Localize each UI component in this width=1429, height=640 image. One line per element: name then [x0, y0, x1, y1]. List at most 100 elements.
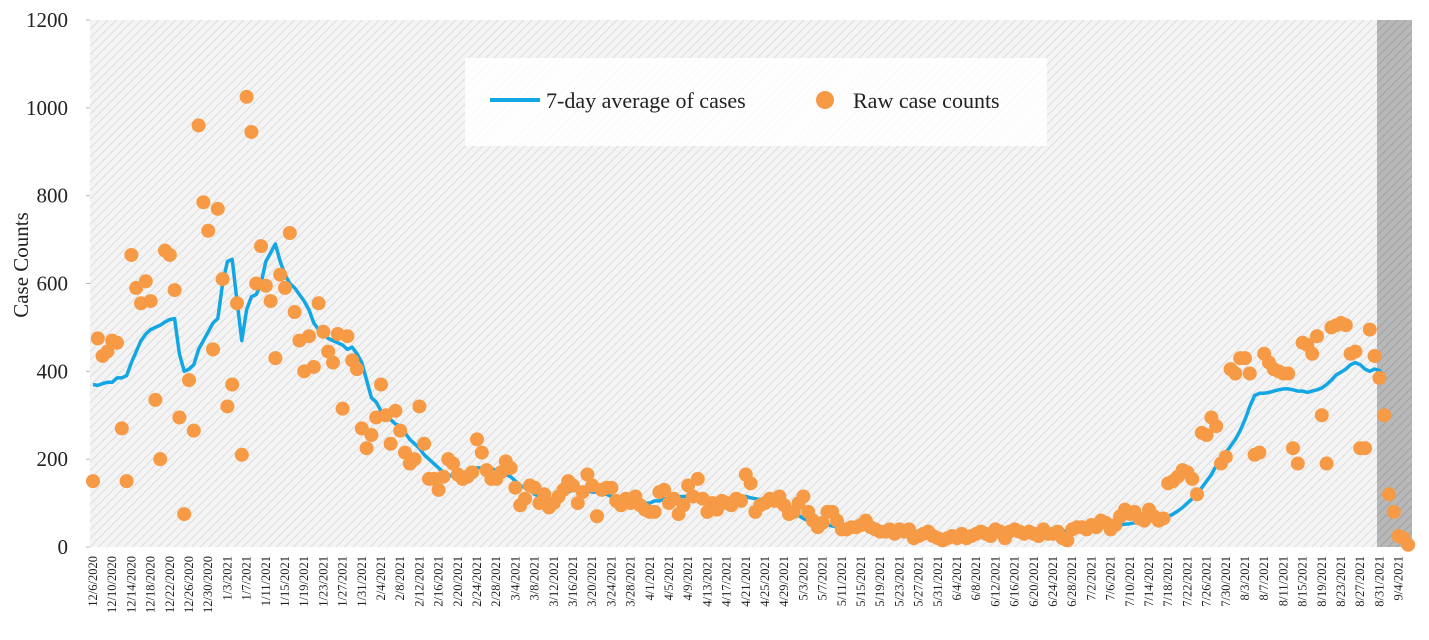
x-tick-label: 1/3/2021 — [220, 556, 234, 600]
raw-point — [148, 392, 163, 407]
x-tick-label: 5/31/2021 — [931, 556, 945, 607]
x-tick-label: 8/11/2021 — [1276, 556, 1290, 606]
raw-point — [119, 474, 134, 489]
raw-point — [287, 305, 302, 320]
raw-point — [1362, 322, 1377, 337]
raw-point — [1338, 318, 1353, 333]
raw-point — [1290, 456, 1305, 471]
raw-point — [465, 465, 480, 480]
x-tick-label: 6/20/2021 — [1027, 556, 1041, 607]
raw-point — [225, 377, 240, 392]
x-tick-label: 7/6/2021 — [1104, 556, 1118, 600]
raw-point — [470, 432, 484, 447]
x-tick-label: 3/8/2021 — [528, 556, 542, 600]
x-tick-label: 7/2/2021 — [1084, 556, 1098, 600]
raw-point — [796, 489, 811, 504]
raw-point — [268, 351, 283, 366]
x-tick-label: 5/3/2021 — [796, 556, 810, 600]
raw-point — [234, 447, 249, 462]
raw-point — [503, 460, 518, 475]
raw-point — [537, 487, 552, 502]
x-tick-label: 6/12/2021 — [988, 556, 1002, 607]
raw-point — [162, 247, 177, 262]
raw-point — [657, 482, 672, 497]
raw-point — [1377, 408, 1392, 423]
x-tick-label: 12/10/2020 — [105, 556, 119, 613]
x-tick-label: 2/24/2021 — [470, 556, 484, 607]
raw-point — [676, 498, 691, 513]
raw-point — [350, 362, 364, 377]
raw-point — [383, 436, 398, 451]
x-tick-label: 6/24/2021 — [1046, 556, 1060, 607]
x-tick-label: 1/11/2021 — [259, 556, 273, 606]
raw-point — [1401, 537, 1416, 552]
raw-point — [570, 496, 585, 511]
raw-point — [1314, 408, 1329, 423]
x-tick-label: 7/10/2021 — [1123, 556, 1137, 607]
x-tick-label: 5/7/2021 — [816, 556, 830, 600]
x-tick-label: 1/31/2021 — [355, 556, 369, 607]
x-tick-label: 4/5/2021 — [662, 556, 676, 600]
x-tick-label: 1/7/2021 — [240, 556, 254, 600]
raw-point — [1310, 329, 1324, 344]
raw-point — [90, 331, 105, 346]
x-tick-label: 3/24/2021 — [604, 556, 618, 607]
x-tick-label: 5/11/2021 — [835, 556, 849, 606]
x-tick-label: 6/4/2021 — [950, 556, 964, 600]
raw-point — [407, 452, 422, 467]
raw-point — [196, 195, 211, 210]
y-tick-label: 800 — [37, 184, 69, 208]
x-tick-label: 2/12/2021 — [412, 556, 426, 607]
raw-point — [1242, 366, 1257, 381]
x-tick-label: 12/26/2020 — [182, 556, 196, 613]
x-tick-label: 6/8/2021 — [969, 556, 983, 600]
x-tick-label: 5/27/2021 — [912, 556, 926, 607]
x-tick-label: 6/28/2021 — [1065, 556, 1079, 607]
raw-point — [734, 493, 748, 508]
x-tick-label: 12/6/2020 — [86, 556, 100, 607]
x-tick-label: 4/13/2021 — [700, 556, 714, 607]
raw-point — [153, 452, 168, 467]
raw-point — [431, 482, 446, 497]
x-tick-label: 4/21/2021 — [739, 556, 753, 607]
raw-point — [244, 124, 259, 139]
raw-point — [1358, 441, 1372, 456]
raw-point — [316, 324, 331, 339]
x-tick-label: 1/15/2021 — [278, 556, 292, 607]
raw-point — [374, 377, 388, 392]
x-tick-label: 8/27/2021 — [1353, 556, 1367, 607]
raw-point — [258, 278, 273, 293]
x-tick-label: 2/16/2021 — [432, 556, 446, 607]
raw-point — [124, 247, 139, 262]
x-tick-label: 7/14/2021 — [1142, 556, 1156, 607]
raw-point — [182, 373, 196, 388]
raw-point — [311, 296, 326, 311]
x-tick-label: 8/7/2021 — [1257, 556, 1271, 600]
raw-point — [393, 423, 408, 438]
raw-point — [590, 509, 604, 524]
raw-point — [254, 239, 268, 254]
raw-point — [364, 428, 379, 443]
x-tick-label: 7/22/2021 — [1180, 556, 1194, 607]
x-tick-label: 8/19/2021 — [1315, 556, 1329, 607]
x-tick-label: 1/27/2021 — [336, 556, 350, 607]
raw-point — [220, 399, 235, 414]
raw-point — [302, 329, 316, 344]
x-tick-label: 8/15/2021 — [1296, 556, 1310, 607]
raw-point — [436, 469, 451, 484]
raw-point — [215, 272, 230, 287]
x-tick-label: 7/18/2021 — [1161, 556, 1175, 607]
x-tick-label: 5/19/2021 — [873, 556, 887, 607]
raw-point — [1199, 428, 1214, 443]
raw-point — [114, 421, 129, 436]
raw-point — [1218, 449, 1233, 464]
y-tick-label: 1200 — [26, 8, 68, 32]
raw-point — [263, 294, 278, 309]
y-tick-label: 200 — [37, 447, 69, 471]
x-tick-label: 2/4/2021 — [374, 556, 388, 600]
x-tick-label: 3/16/2021 — [566, 556, 580, 607]
raw-point — [647, 504, 662, 519]
legend-label: 7-day average of cases — [546, 88, 746, 113]
y-tick-label: 600 — [37, 272, 69, 296]
raw-point — [278, 280, 292, 295]
